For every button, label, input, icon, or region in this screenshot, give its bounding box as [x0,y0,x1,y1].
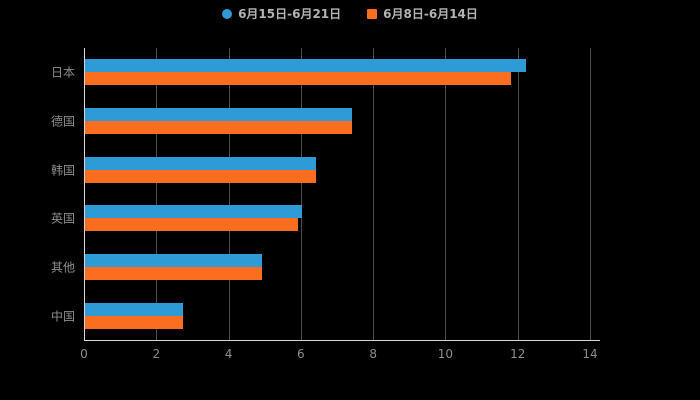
bar-series2-日本 [85,72,512,86]
x-axis-line [84,340,600,341]
x-axis-tick-label: 14 [582,347,598,361]
bar-series1-英国 [85,205,302,219]
x-gridline [300,48,302,340]
legend-item-week2[interactable]: 6月15日-6月21日 [222,7,341,21]
y-axis-category-label: 中国 [50,309,75,324]
bar-series2-德国 [85,121,353,134]
bar-series2-英国 [85,218,299,232]
bar-series1-韩国 [85,156,317,170]
y-axis-category-label: 英国 [50,211,75,226]
x-axis-tick-label: 2 [152,347,161,361]
x-axis-tick-label: 8 [369,347,377,361]
x-axis-tick-label: 6 [297,347,305,361]
x-axis-tick-label: 12 [510,347,526,361]
bar-series2-其他 [85,267,263,280]
x-gridline [373,48,375,340]
x-gridline [517,48,519,340]
bar-series1-德国 [85,108,353,121]
chart-legend: 6月15日-6月21日 6月8日-6月14日 [0,7,700,21]
y-axis-category-label: 韩国 [50,163,75,178]
y-axis-category-label: 德国 [50,114,75,129]
x-gridline [156,48,158,340]
legend-label-week1: 6月8日-6月14日 [383,7,478,21]
x-axis-tick-label: 10 [437,347,454,361]
bar-series2-韩国 [85,169,317,183]
y-axis-line [84,48,85,340]
legend-marker-square-icon [367,9,378,19]
legend-marker-circle-icon [222,9,233,19]
legend-label-week2: 6月15日-6月21日 [238,7,342,21]
x-axis-tick-label: 4 [224,347,233,361]
plot-area: 0 2 4 6 8 10 12 14 日本德国韩国英国其他中国 [51,48,600,361]
x-gridline [445,48,447,340]
legend-item-week1[interactable]: 6月8日-6月14日 [367,7,478,21]
x-gridline [228,48,230,340]
bar-series2-中国 [85,315,183,329]
y-axis-category-label: 其他 [50,260,75,275]
bar-series1-中国 [85,302,183,316]
y-axis-category-label: 日本 [50,65,75,80]
bar-series1-其他 [85,254,263,267]
x-gridline [590,48,591,340]
x-axis-tick-label: 0 [80,347,88,361]
bar-series1-日本 [85,59,526,73]
